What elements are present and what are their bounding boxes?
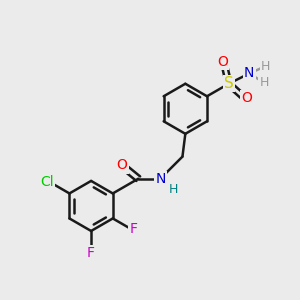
Text: F: F [130,222,138,236]
Text: H: H [259,76,269,89]
Text: Cl: Cl [40,176,54,189]
Text: S: S [224,76,234,91]
Text: N: N [155,172,166,186]
Text: O: O [218,55,228,69]
Text: N: N [244,66,254,80]
Text: O: O [117,158,128,172]
Text: F: F [87,246,95,260]
Text: O: O [241,92,252,106]
Text: H: H [169,182,178,196]
Text: H: H [261,60,270,73]
